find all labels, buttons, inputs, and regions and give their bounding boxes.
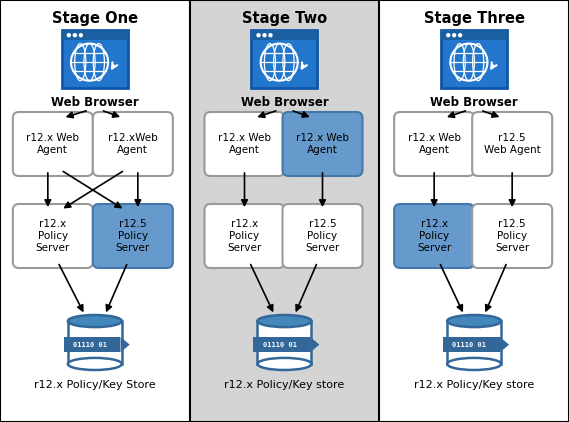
Bar <box>0 0 189 422</box>
FancyBboxPatch shape <box>251 30 318 88</box>
Text: Stage One: Stage One <box>52 11 138 25</box>
Text: Web Browser: Web Browser <box>430 96 518 109</box>
FancyBboxPatch shape <box>472 112 552 176</box>
Text: r12.5
Policy
Server: r12.5 Policy Server <box>116 219 150 253</box>
Bar <box>62 30 128 41</box>
FancyBboxPatch shape <box>64 337 121 352</box>
Circle shape <box>67 33 71 38</box>
Polygon shape <box>310 337 319 352</box>
Circle shape <box>458 33 463 38</box>
Bar <box>380 0 569 422</box>
Bar <box>251 30 318 41</box>
Text: r12.x Policy/Key Store: r12.x Policy/Key Store <box>34 380 156 390</box>
Text: Stage Two: Stage Two <box>242 11 327 25</box>
Text: r12.xWeb
Agent: r12.xWeb Agent <box>108 133 158 155</box>
FancyBboxPatch shape <box>204 112 284 176</box>
Text: r12.x Web
Agent: r12.x Web Agent <box>296 133 349 155</box>
Circle shape <box>269 33 273 38</box>
Text: 01110 01: 01110 01 <box>452 342 486 348</box>
FancyBboxPatch shape <box>441 30 507 88</box>
Text: Stage Three: Stage Three <box>424 11 525 25</box>
Text: r12.5
Policy
Server: r12.5 Policy Server <box>306 219 340 253</box>
FancyBboxPatch shape <box>394 204 474 268</box>
Polygon shape <box>500 337 509 352</box>
FancyBboxPatch shape <box>204 204 284 268</box>
FancyBboxPatch shape <box>282 204 362 268</box>
FancyBboxPatch shape <box>472 204 552 268</box>
Text: r12.x Web
Agent: r12.x Web Agent <box>218 133 271 155</box>
Circle shape <box>452 33 456 38</box>
Bar <box>441 30 507 41</box>
Text: r12.5
Policy
Server: r12.5 Policy Server <box>495 219 529 253</box>
FancyBboxPatch shape <box>13 112 93 176</box>
FancyBboxPatch shape <box>443 337 500 352</box>
Text: r12.x Policy/Key store: r12.x Policy/Key store <box>414 380 534 390</box>
Circle shape <box>73 33 77 38</box>
Ellipse shape <box>68 315 122 327</box>
FancyBboxPatch shape <box>253 337 310 352</box>
FancyBboxPatch shape <box>93 204 173 268</box>
FancyBboxPatch shape <box>13 204 93 268</box>
Text: r12.x
Policy
Server: r12.x Policy Server <box>228 219 262 253</box>
Text: r12.x
Policy
Server: r12.x Policy Server <box>417 219 451 253</box>
Bar <box>258 321 311 364</box>
Text: Web Browser: Web Browser <box>51 96 139 109</box>
Text: 01110 01: 01110 01 <box>73 342 107 348</box>
Ellipse shape <box>68 358 122 370</box>
Ellipse shape <box>447 358 501 370</box>
Ellipse shape <box>258 358 311 370</box>
Polygon shape <box>121 337 130 352</box>
Text: 01110 01: 01110 01 <box>263 342 297 348</box>
Text: r12.x Policy/Key store: r12.x Policy/Key store <box>224 380 345 390</box>
FancyBboxPatch shape <box>93 112 173 176</box>
Bar <box>68 321 122 364</box>
Bar <box>189 0 380 422</box>
FancyBboxPatch shape <box>394 112 474 176</box>
Circle shape <box>79 33 83 38</box>
Text: r12.x Web
Agent: r12.x Web Agent <box>407 133 461 155</box>
Circle shape <box>262 33 267 38</box>
Text: r12.x Web
Agent: r12.x Web Agent <box>26 133 79 155</box>
Circle shape <box>446 33 451 38</box>
Text: r12.5
Web Agent: r12.5 Web Agent <box>484 133 541 155</box>
FancyBboxPatch shape <box>62 30 128 88</box>
Text: Web Browser: Web Browser <box>241 96 328 109</box>
Bar <box>447 321 501 364</box>
Ellipse shape <box>447 315 501 327</box>
Ellipse shape <box>258 315 311 327</box>
Text: r12.x
Policy
Server: r12.x Policy Server <box>36 219 70 253</box>
FancyBboxPatch shape <box>282 112 362 176</box>
Circle shape <box>256 33 261 38</box>
